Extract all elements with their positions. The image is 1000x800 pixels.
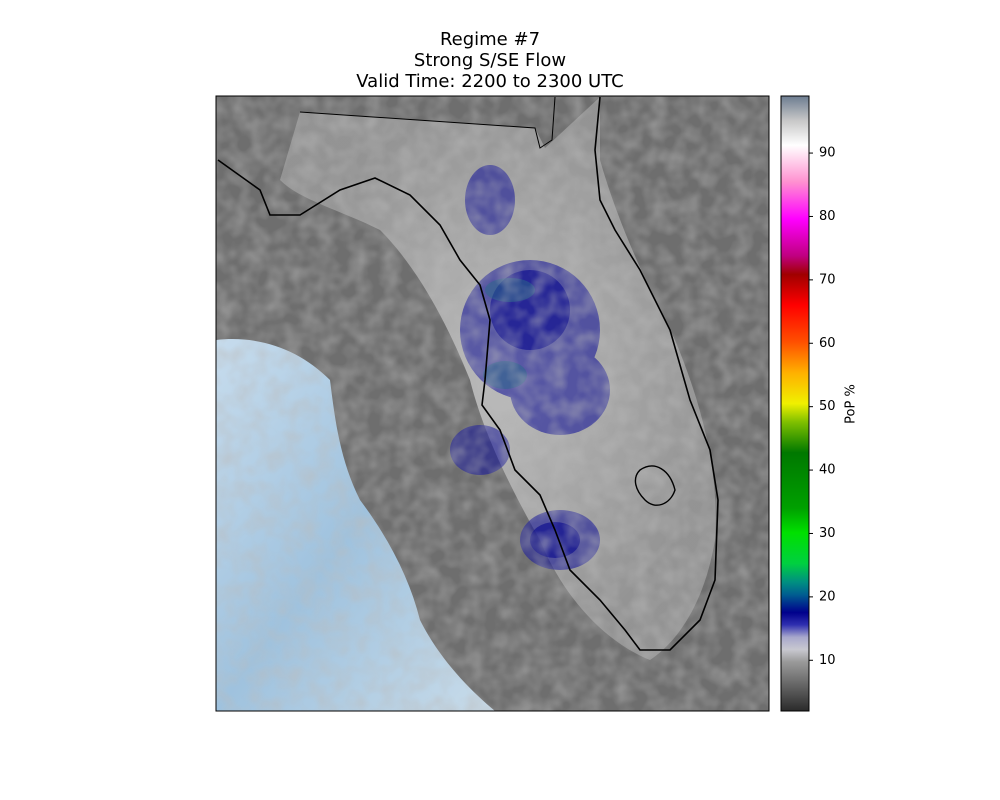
colorbar-tick-label: 80: [819, 209, 836, 224]
colorbar-scale: [780, 95, 810, 712]
map-frame: [215, 95, 770, 712]
colorbar-tick-label: 90: [819, 146, 836, 161]
title-line: Strong S/SE Flow: [414, 50, 566, 71]
colorbar-tick-label: 60: [819, 336, 836, 351]
title-line: Valid Time: 2200 to 2300 UTC: [356, 71, 623, 92]
colorbar-tick-label: 70: [819, 272, 836, 287]
colorbar: [780, 95, 810, 712]
title-line: Regime #7: [440, 29, 540, 50]
colorbar-tick-label: 20: [819, 589, 836, 604]
map: [216, 96, 769, 711]
colorbar-label: PoP %: [844, 384, 859, 424]
colorbar-tick-label: 40: [819, 463, 836, 478]
colorbar-tick-label: 50: [819, 399, 836, 414]
colorbar-tick-label: 10: [819, 653, 836, 668]
colorbar-tick-label: 30: [819, 526, 836, 541]
